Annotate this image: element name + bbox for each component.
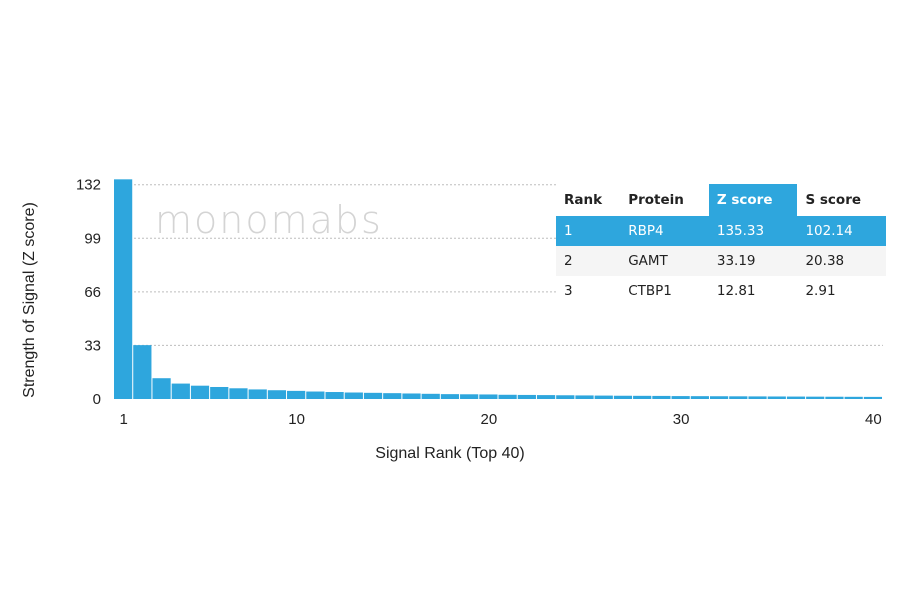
bar-rank-24 bbox=[556, 395, 575, 399]
table-row: 3 CTBP1 12.81 2.91 bbox=[556, 276, 886, 306]
bar-rank-19 bbox=[460, 394, 479, 399]
bar-rank-28 bbox=[633, 395, 652, 399]
bar-rank-18 bbox=[440, 394, 460, 399]
x-tick-label: 40 bbox=[865, 411, 882, 428]
bar-rank-30 bbox=[671, 396, 690, 399]
bar-rank-39 bbox=[844, 396, 863, 399]
table-row: 2 GAMT 33.19 20.38 bbox=[556, 246, 886, 276]
y-tick-label: 33 bbox=[84, 337, 101, 354]
bar-rank-33 bbox=[729, 396, 748, 399]
y-axis-title: Strength of Signal (Z score) bbox=[21, 202, 38, 398]
bar-rank-34 bbox=[748, 396, 767, 399]
cell-s-score: 20.38 bbox=[797, 246, 886, 276]
bar-rank-26 bbox=[594, 395, 613, 399]
bar-rank-36 bbox=[786, 396, 806, 399]
bar-rank-32 bbox=[709, 396, 729, 399]
watermark-logo: monomabs bbox=[155, 198, 383, 242]
cell-rank: 1 bbox=[556, 216, 621, 246]
bar-rank-31 bbox=[690, 396, 709, 399]
bar-rank-23 bbox=[536, 395, 556, 399]
y-tick-label: 0 bbox=[93, 391, 101, 408]
bar-rank-14 bbox=[363, 392, 383, 399]
bar-rank-8 bbox=[248, 389, 267, 399]
y-tick-label: 99 bbox=[84, 230, 101, 247]
header-rank: Rank bbox=[556, 184, 621, 216]
cell-protein: CTBP1 bbox=[620, 276, 709, 306]
x-axis-title: Signal Rank (Top 40) bbox=[375, 445, 524, 462]
bar-rank-16 bbox=[402, 393, 421, 399]
y-axis-ticks: 0 33 66 99 132 bbox=[76, 177, 101, 408]
cell-z-score: 33.19 bbox=[708, 246, 798, 276]
score-table: Rank Protein Z score S score 1 RBP4 135.… bbox=[556, 184, 886, 306]
bar-rank-20 bbox=[479, 394, 498, 399]
bar-rank-15 bbox=[383, 393, 402, 399]
bar-rank-38 bbox=[825, 396, 844, 399]
bar-series bbox=[114, 179, 883, 399]
bar-rank-17 bbox=[421, 393, 440, 399]
bar-rank-22 bbox=[517, 394, 536, 399]
cell-rank: 3 bbox=[556, 276, 621, 306]
bar-rank-40 bbox=[863, 396, 883, 399]
header-s-score: S score bbox=[797, 184, 886, 216]
table-row: 1 RBP4 135.33 102.14 bbox=[556, 216, 886, 246]
y-tick-label: 132 bbox=[76, 177, 101, 194]
bar-rank-6 bbox=[210, 386, 229, 399]
bar-rank-29 bbox=[652, 395, 671, 399]
x-tick-label: 20 bbox=[481, 411, 498, 428]
bar-rank-7 bbox=[229, 388, 248, 399]
bar-rank-13 bbox=[344, 392, 363, 399]
bar-rank-25 bbox=[575, 395, 594, 399]
bar-rank-12 bbox=[325, 392, 344, 399]
x-tick-label: 30 bbox=[673, 411, 690, 428]
bar-rank-5 bbox=[190, 385, 210, 399]
x-tick-label: 10 bbox=[288, 411, 305, 428]
bar-rank-35 bbox=[767, 396, 786, 399]
bar-rank-9 bbox=[267, 390, 287, 399]
header-z-score: Z score bbox=[708, 184, 798, 216]
header-protein: Protein bbox=[620, 184, 709, 216]
table-header-row: Rank Protein Z score S score bbox=[556, 184, 886, 216]
cell-protein: GAMT bbox=[620, 246, 709, 276]
bar-rank-3 bbox=[152, 378, 171, 399]
bar-rank-11 bbox=[306, 391, 325, 399]
cell-z-score: 135.33 bbox=[708, 216, 798, 246]
cell-s-score: 102.14 bbox=[797, 216, 886, 246]
cell-z-score: 12.81 bbox=[708, 276, 798, 306]
cell-protein: RBP4 bbox=[620, 216, 709, 246]
bar-rank-21 bbox=[498, 394, 517, 399]
x-axis-ticks: 1 10 20 30 40 bbox=[119, 411, 881, 428]
bar-rank-10 bbox=[287, 390, 306, 399]
cell-rank: 2 bbox=[556, 246, 621, 276]
bar-rank-1 bbox=[114, 179, 133, 399]
y-tick-label: 66 bbox=[84, 284, 101, 301]
bar-rank-27 bbox=[613, 395, 633, 399]
cell-s-score: 2.91 bbox=[797, 276, 886, 306]
bar-rank-37 bbox=[806, 396, 825, 399]
bar-rank-4 bbox=[171, 383, 190, 399]
bar-rank-2 bbox=[133, 345, 152, 399]
x-tick-label: 1 bbox=[119, 411, 127, 428]
